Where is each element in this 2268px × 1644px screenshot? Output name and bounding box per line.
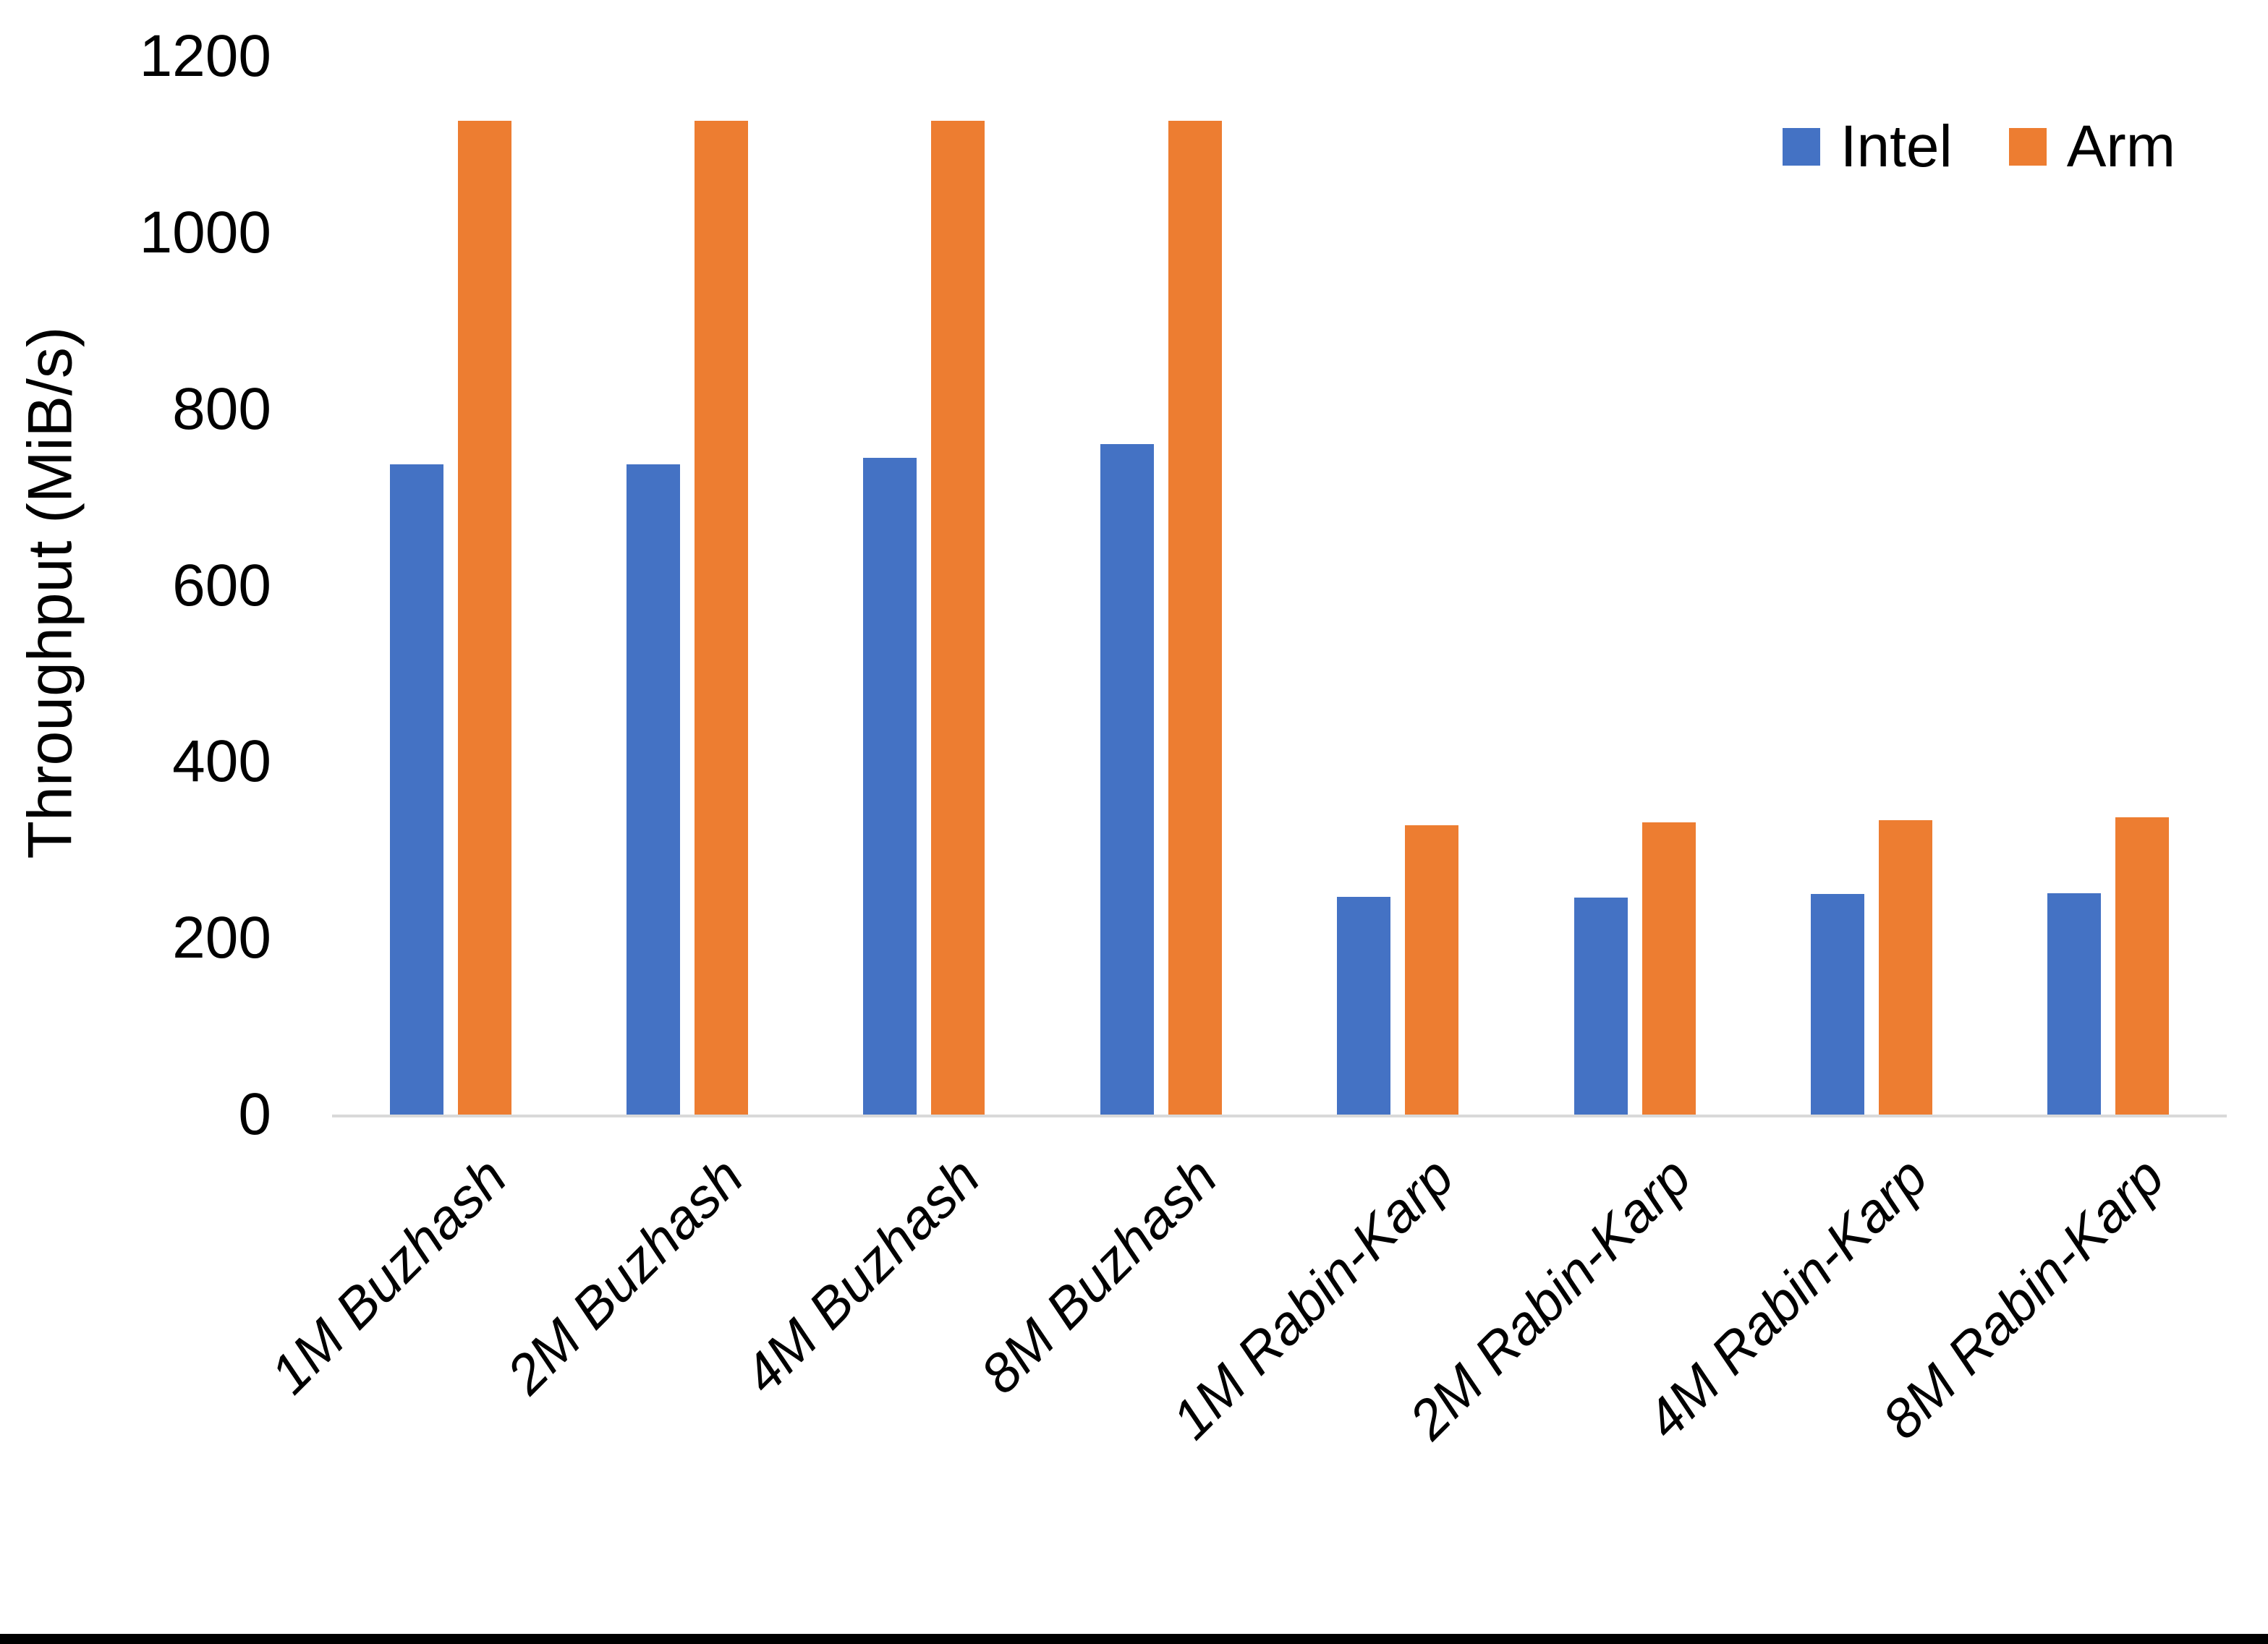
legend-item-intel: Intel	[1782, 114, 1953, 179]
legend-label-intel: Intel	[1840, 114, 1953, 179]
x-axis-line	[332, 1115, 2227, 1117]
bar-intel-7	[1810, 894, 1864, 1115]
y-tick-label-1000: 1000	[139, 199, 271, 265]
bar-intel-4	[1100, 444, 1154, 1115]
y-tick-label-400: 400	[172, 728, 271, 795]
bar-arm-1	[457, 120, 511, 1115]
bar-intel-6	[1573, 898, 1628, 1115]
y-tick-label-600: 600	[172, 552, 271, 618]
bar-intel-1	[389, 464, 443, 1115]
legend-label-arm: Arm	[2066, 114, 2175, 179]
y-tick-label-0: 0	[238, 1081, 271, 1147]
y-tick-label-1200: 1200	[139, 23, 271, 89]
bar-intel-8	[2047, 893, 2102, 1115]
bar-arm-2	[695, 120, 749, 1115]
bar-intel-3	[863, 457, 917, 1115]
arm-swatch-icon	[2008, 128, 2047, 166]
bar-arm-8	[2115, 817, 2170, 1115]
intel-swatch-icon	[1782, 128, 1820, 166]
bar-arm-4	[1168, 120, 1222, 1115]
bar-arm-6	[1641, 822, 1696, 1115]
legend: Intel Arm	[1782, 114, 2175, 179]
bar-arm-5	[1405, 825, 1459, 1115]
bar-arm-7	[1878, 819, 1932, 1115]
bar-intel-2	[627, 464, 681, 1115]
bar-intel-5	[1337, 896, 1391, 1115]
bar-arm-3	[931, 120, 985, 1115]
y-tick-label-200: 200	[172, 905, 271, 971]
y-tick-label-800: 800	[172, 375, 271, 442]
legend-item-arm: Arm	[2008, 114, 2175, 179]
figure-bottom-border	[0, 1634, 2268, 1644]
